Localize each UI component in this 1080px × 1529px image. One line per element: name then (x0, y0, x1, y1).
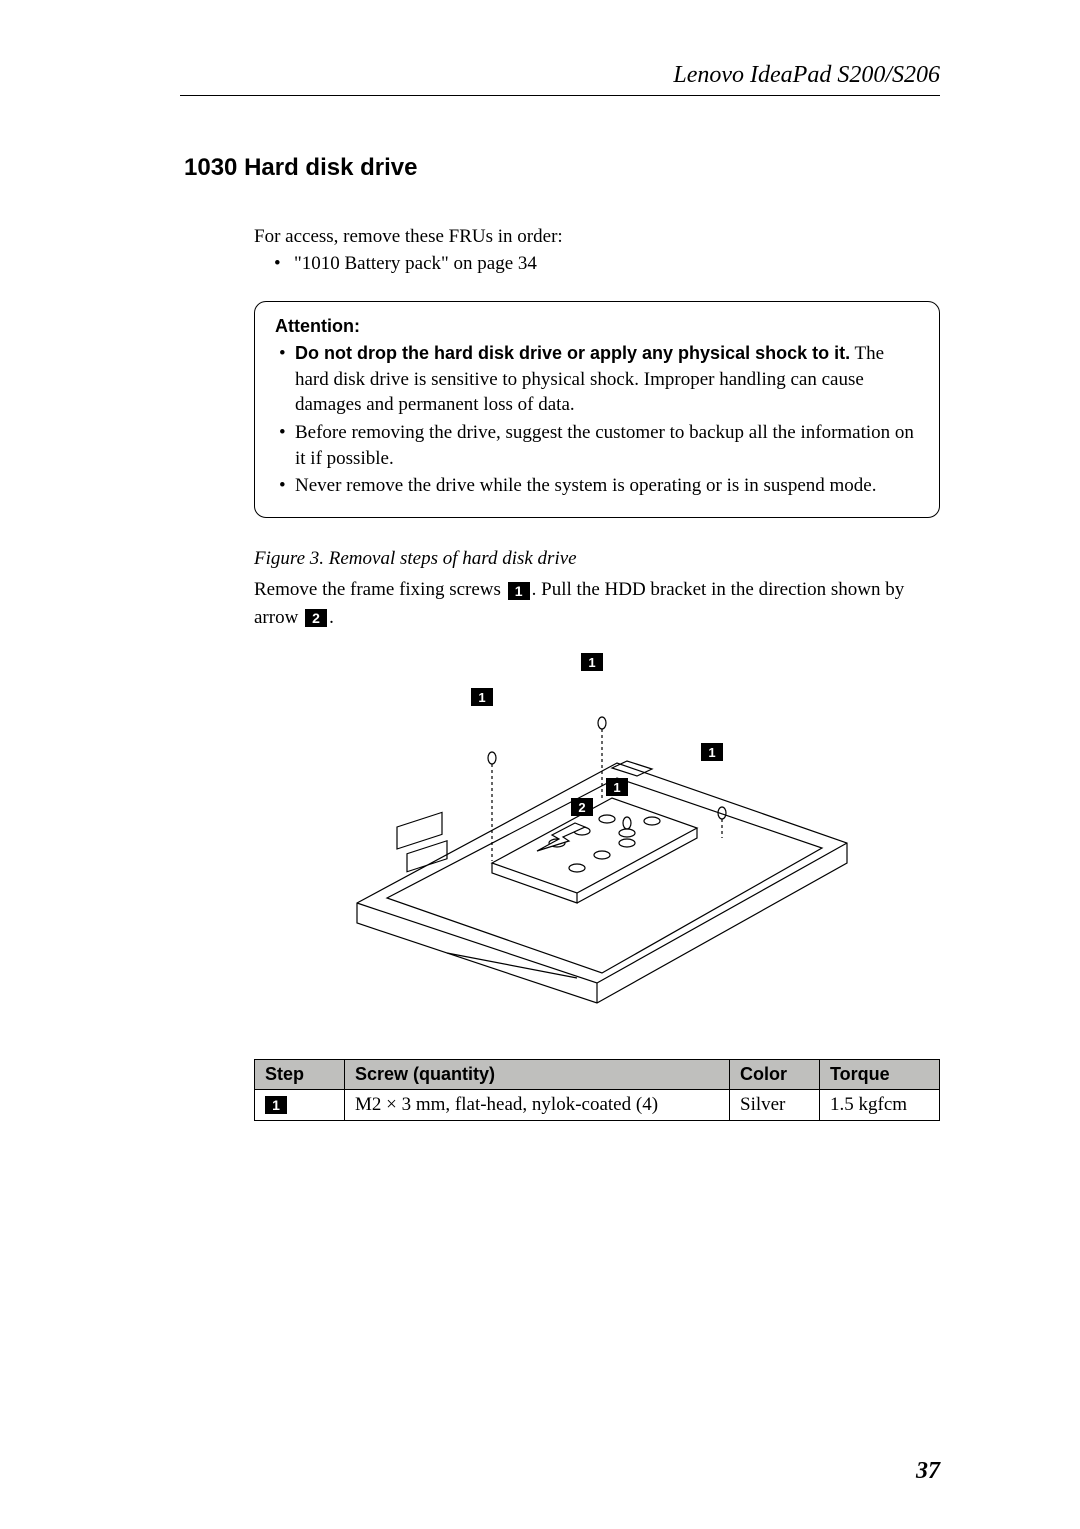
header-rule (180, 95, 940, 96)
attention-item: Never remove the drive while the system … (275, 473, 919, 499)
attention-list: Do not drop the hard disk drive or apply… (275, 341, 919, 499)
figure-caption: Figure 3. Removal steps of hard disk dri… (254, 548, 940, 570)
table-header-row: Step Screw (quantity) Color Torque (255, 1060, 940, 1090)
table-cell-step: 1 (255, 1090, 345, 1121)
intro-item-text: "1010 Battery pack" on page 34 (294, 253, 537, 274)
intro-list: • "1010 Battery pack" on page 34 (274, 251, 940, 278)
step-callout-badge: 1 (265, 1096, 287, 1114)
table-header-color: Color (730, 1060, 820, 1090)
attention-rest-text: Before removing the drive, suggest the c… (295, 422, 914, 469)
attention-title: Attention: (275, 316, 919, 337)
section-title-text: Hard disk drive (244, 154, 417, 181)
diagram-callout-label: 1 (588, 655, 595, 670)
table-cell-screw: M2 × 3 mm, flat-head, nylok-coated (4) (345, 1090, 730, 1121)
diagram-callout-label: 1 (613, 780, 620, 795)
intro-list-item: • "1010 Battery pack" on page 34 (274, 251, 940, 278)
attention-item: Do not drop the hard disk drive or apply… (275, 341, 919, 418)
diagram-callout-label: 2 (578, 800, 585, 815)
table-header-screw: Screw (quantity) (345, 1060, 730, 1090)
table-cell-color: Silver (730, 1090, 820, 1121)
callout-badge-1: 1 (508, 582, 530, 600)
table-header-torque: Torque (820, 1060, 940, 1090)
attention-item: Before removing the drive, suggest the c… (275, 420, 919, 471)
attention-box: Attention: Do not drop the hard disk dri… (254, 301, 940, 518)
table-cell-torque: 1.5 kgfcm (820, 1090, 940, 1121)
figure-text-part: . (329, 607, 334, 628)
diagram-container: 1 1 1 1 2 (254, 643, 940, 1023)
diagram-callout-label: 1 (478, 690, 485, 705)
table-header-step: Step (255, 1060, 345, 1090)
callout-badge-2: 2 (305, 609, 327, 627)
figure-instruction: Remove the frame fixing screws 1. Pull t… (254, 576, 940, 631)
table-row: 1 M2 × 3 mm, flat-head, nylok-coated (4)… (255, 1090, 940, 1121)
attention-bold-text: Do not drop the hard disk drive or apply… (295, 343, 850, 363)
page-number: 37 (916, 1458, 940, 1485)
figure-text-part: Remove the frame fixing screws (254, 579, 506, 600)
hdd-diagram: 1 1 1 1 2 (317, 643, 877, 1023)
diagram-callout-label: 1 (708, 745, 715, 760)
attention-rest-text: Never remove the drive while the system … (295, 475, 876, 496)
section-title: 1030 Hard disk drive (184, 154, 940, 182)
intro-text: For access, remove these FRUs in order: (254, 224, 940, 251)
section-number: 1030 (184, 154, 237, 181)
screw-table: Step Screw (quantity) Color Torque 1 M2 … (254, 1059, 940, 1121)
page-header: Lenovo IdeaPad S200/S206 (190, 62, 940, 89)
